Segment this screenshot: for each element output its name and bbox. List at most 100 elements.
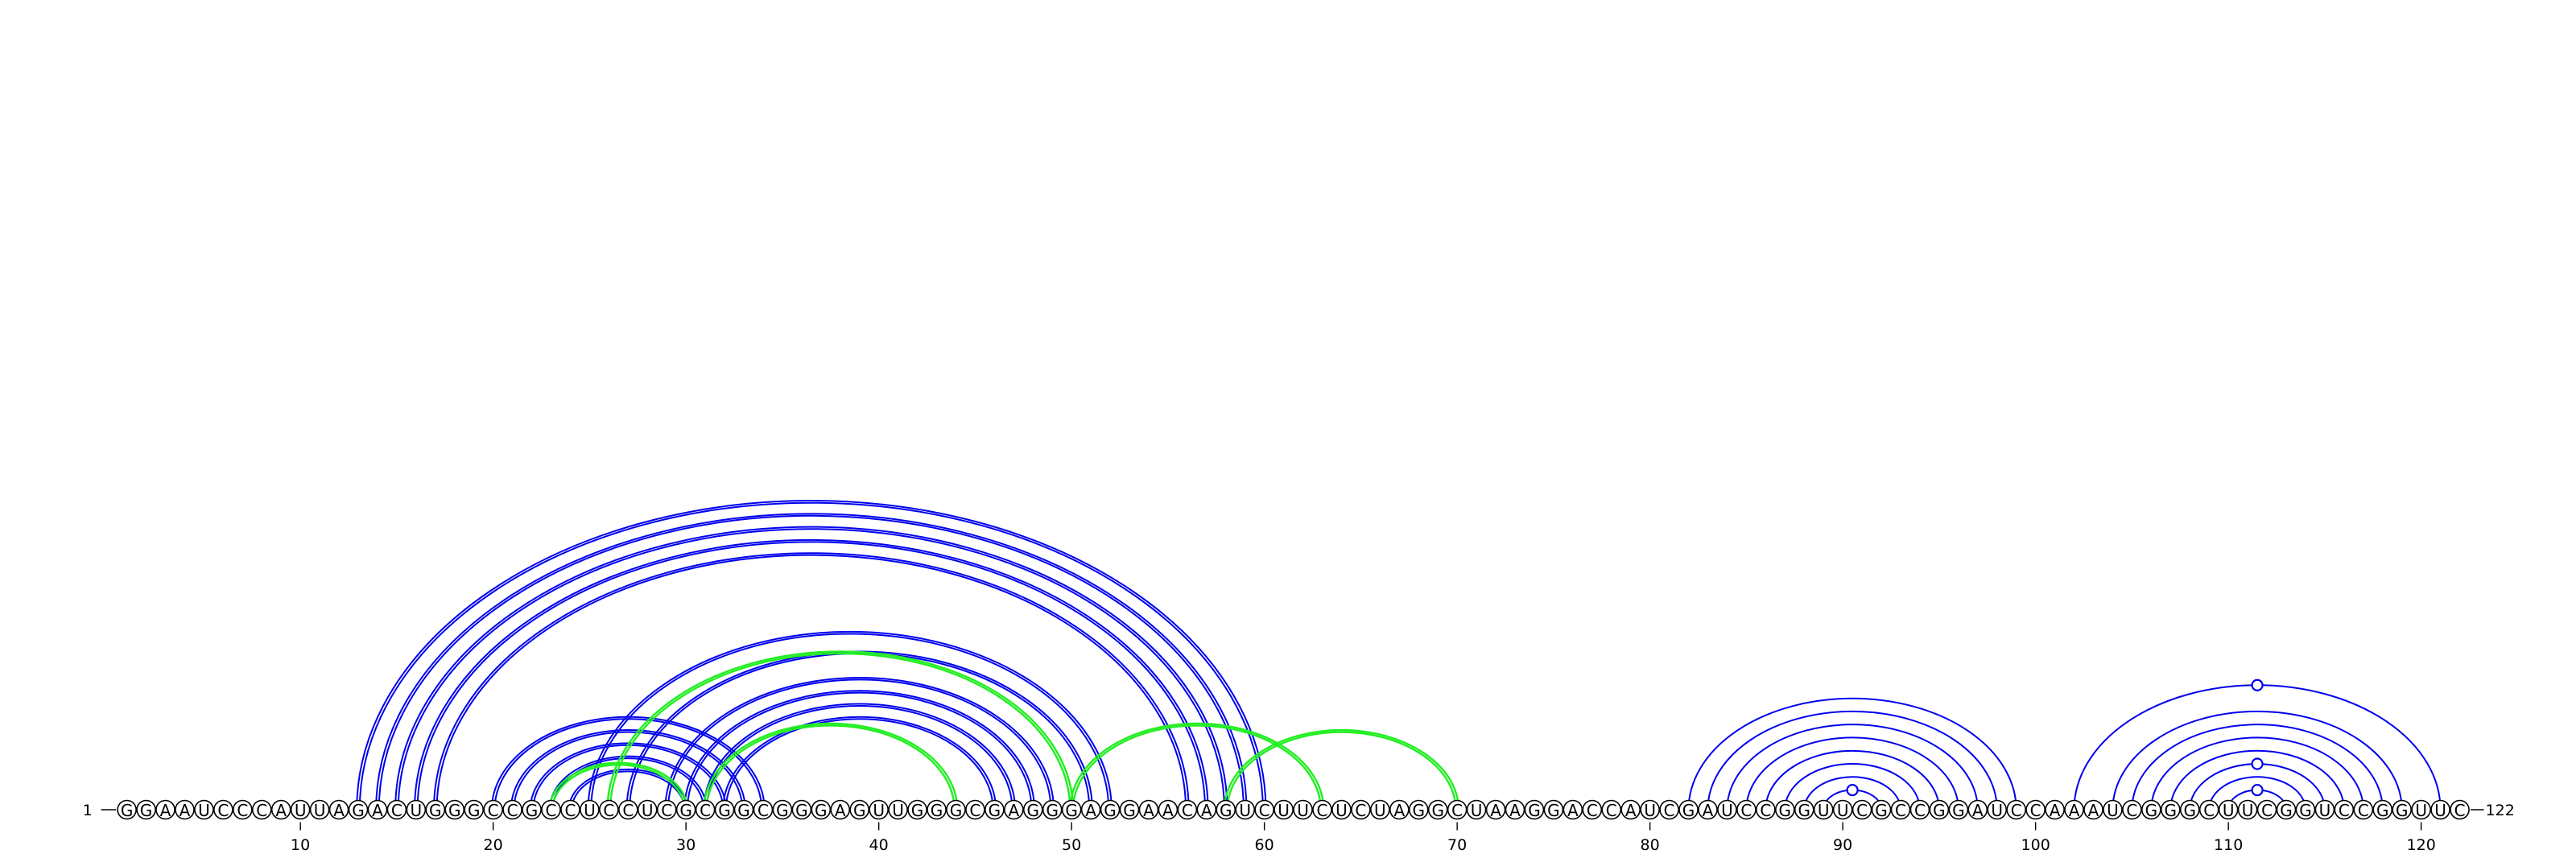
nucleotide-32: G	[714, 799, 735, 820]
nucleotide-circle	[811, 799, 832, 820]
nucleotide-letter: C	[1740, 801, 1752, 820]
nucleotide-76: A	[1563, 799, 1583, 820]
nucleotide-circle	[1042, 799, 1063, 820]
nucleotide-circle	[1659, 799, 1679, 820]
nucleotide-letter: U	[1278, 801, 1290, 820]
nucleotide-circle	[2218, 799, 2239, 820]
nucleotide-letter: C	[603, 801, 614, 820]
nucleotide-letter: G	[1547, 801, 1560, 820]
nucleotide-letter: A	[1201, 801, 1212, 820]
nucleotide-circle	[1543, 799, 1564, 820]
nucleotide-letter: U	[1837, 801, 1849, 820]
nucleotide-116: C	[2334, 799, 2355, 820]
nucleotide-79: A	[1620, 799, 1641, 820]
nucleotide-82: G	[1678, 799, 1699, 820]
nucleotide-58: G	[1216, 799, 1236, 820]
nucleotide-letter: G	[526, 801, 539, 820]
backbone-layer: 1 122	[83, 802, 2515, 819]
nucleotide-circle	[675, 799, 696, 820]
nucleotide-70: C	[1447, 799, 1468, 820]
nucleotide-27: C	[617, 799, 638, 820]
nucleotide-circle	[2045, 799, 2065, 820]
nucleotide-circle	[772, 799, 793, 820]
nucleotide-circle	[1871, 799, 1892, 820]
arc-31-47-strand-1	[705, 704, 1013, 811]
nucleotide-67: A	[1389, 799, 1410, 820]
nucleotide-25: U	[580, 799, 600, 820]
nucleotide-102: A	[2064, 799, 2084, 820]
nucleotide-circle	[2334, 799, 2355, 820]
nucleotide-41: U	[888, 799, 908, 820]
nucleotide-letter: G	[1220, 801, 1232, 820]
nucleotide-56: C	[1177, 799, 1198, 820]
nucleotide-circle	[2083, 799, 2103, 820]
nucleotide-113: G	[2276, 799, 2297, 820]
nucleotide-letter: C	[622, 801, 634, 820]
nucleotide-circle	[425, 799, 446, 820]
nucleotide-circle	[1948, 799, 1969, 820]
nucleotide-circle	[2237, 799, 2258, 820]
tick-label-110: 110	[2214, 836, 2243, 854]
nucleotide-letter: G	[718, 801, 731, 820]
nucleotide-circle	[2392, 799, 2412, 820]
nucleotide-letter: U	[411, 801, 423, 820]
nucleotide-circle	[2256, 799, 2277, 820]
nucleotide-letter: G	[1431, 801, 1444, 820]
arc-50-63-strand-1	[1071, 724, 1322, 811]
nucleotide-44: G	[946, 799, 966, 820]
nucleotide-letter: C	[488, 801, 499, 820]
nucleotide-circle	[2103, 799, 2123, 820]
nucleotide-circle	[309, 799, 330, 820]
nucleotide-letter: G	[815, 801, 828, 820]
nucleotide-letter: C	[507, 801, 518, 820]
nucleotide-letter: C	[1182, 801, 1193, 820]
nucleotide-letter: G	[1528, 801, 1541, 820]
nucleotide-92: G	[1871, 799, 1892, 820]
nucleotide-letter: C	[1587, 801, 1598, 820]
nucleotide-circle	[2450, 799, 2470, 820]
nucleotide-66: U	[1370, 799, 1390, 820]
arc-marker-89-92	[1846, 783, 1859, 797]
nucleotide-letter: A	[2069, 801, 2080, 820]
arc-85-96	[1745, 736, 1959, 811]
nucleotide-107: G	[2161, 799, 2181, 820]
nucleotide-72: A	[1485, 799, 1506, 820]
nucleotide-letter: A	[1509, 801, 1521, 820]
nucleotide-71: U	[1466, 799, 1487, 820]
nucleotide-letter: C	[758, 801, 769, 820]
nucleotide-letter: G	[1682, 801, 1695, 820]
nucleotide-circle	[1967, 799, 1988, 820]
arc-30-48-strand-1	[686, 691, 1033, 811]
nucleotide-letter: C	[2358, 801, 2369, 820]
nucleotide-circle	[1408, 799, 1429, 820]
nucleotide-letter: U	[314, 801, 326, 820]
nucleotide-circle	[1678, 799, 1699, 820]
nucleotide-circle	[1061, 799, 1082, 820]
nucleotide-circle	[406, 799, 427, 820]
nucleotide-circle	[2353, 799, 2374, 820]
arc-84-97	[1726, 724, 1979, 811]
nucleotide-letter: A	[1393, 801, 1405, 820]
nucleotide-circle	[1601, 799, 1622, 820]
nucleotide-letter: G	[911, 801, 924, 820]
nucleotide-42: G	[907, 799, 927, 820]
nucleotide-letter: G	[1046, 801, 1059, 820]
nucleotide-circle	[2276, 799, 2297, 820]
arc-31-44-strand-1	[705, 724, 956, 811]
nucleotide-circle	[464, 799, 485, 820]
nucleotide-33: G	[733, 799, 754, 820]
nucleotide-101: A	[2045, 799, 2065, 820]
nucleotide-circle	[1929, 799, 1950, 820]
nucleotide-circle	[213, 799, 233, 820]
nucleotide-circle	[2179, 799, 2200, 820]
nucleotide-letter: A	[1490, 801, 1501, 820]
nucleotide-letter: A	[1567, 801, 1579, 820]
nucleotide-letter: A	[835, 801, 846, 820]
arc-29-49-strand-2	[664, 676, 1055, 811]
nucleotide-letter: C	[1451, 801, 1463, 820]
nucleotide-98: U	[1987, 799, 2008, 820]
tick-label-60: 60	[1255, 836, 1274, 854]
nucleotide-10: U	[290, 799, 311, 820]
nucleotide-letter: G	[853, 801, 866, 820]
